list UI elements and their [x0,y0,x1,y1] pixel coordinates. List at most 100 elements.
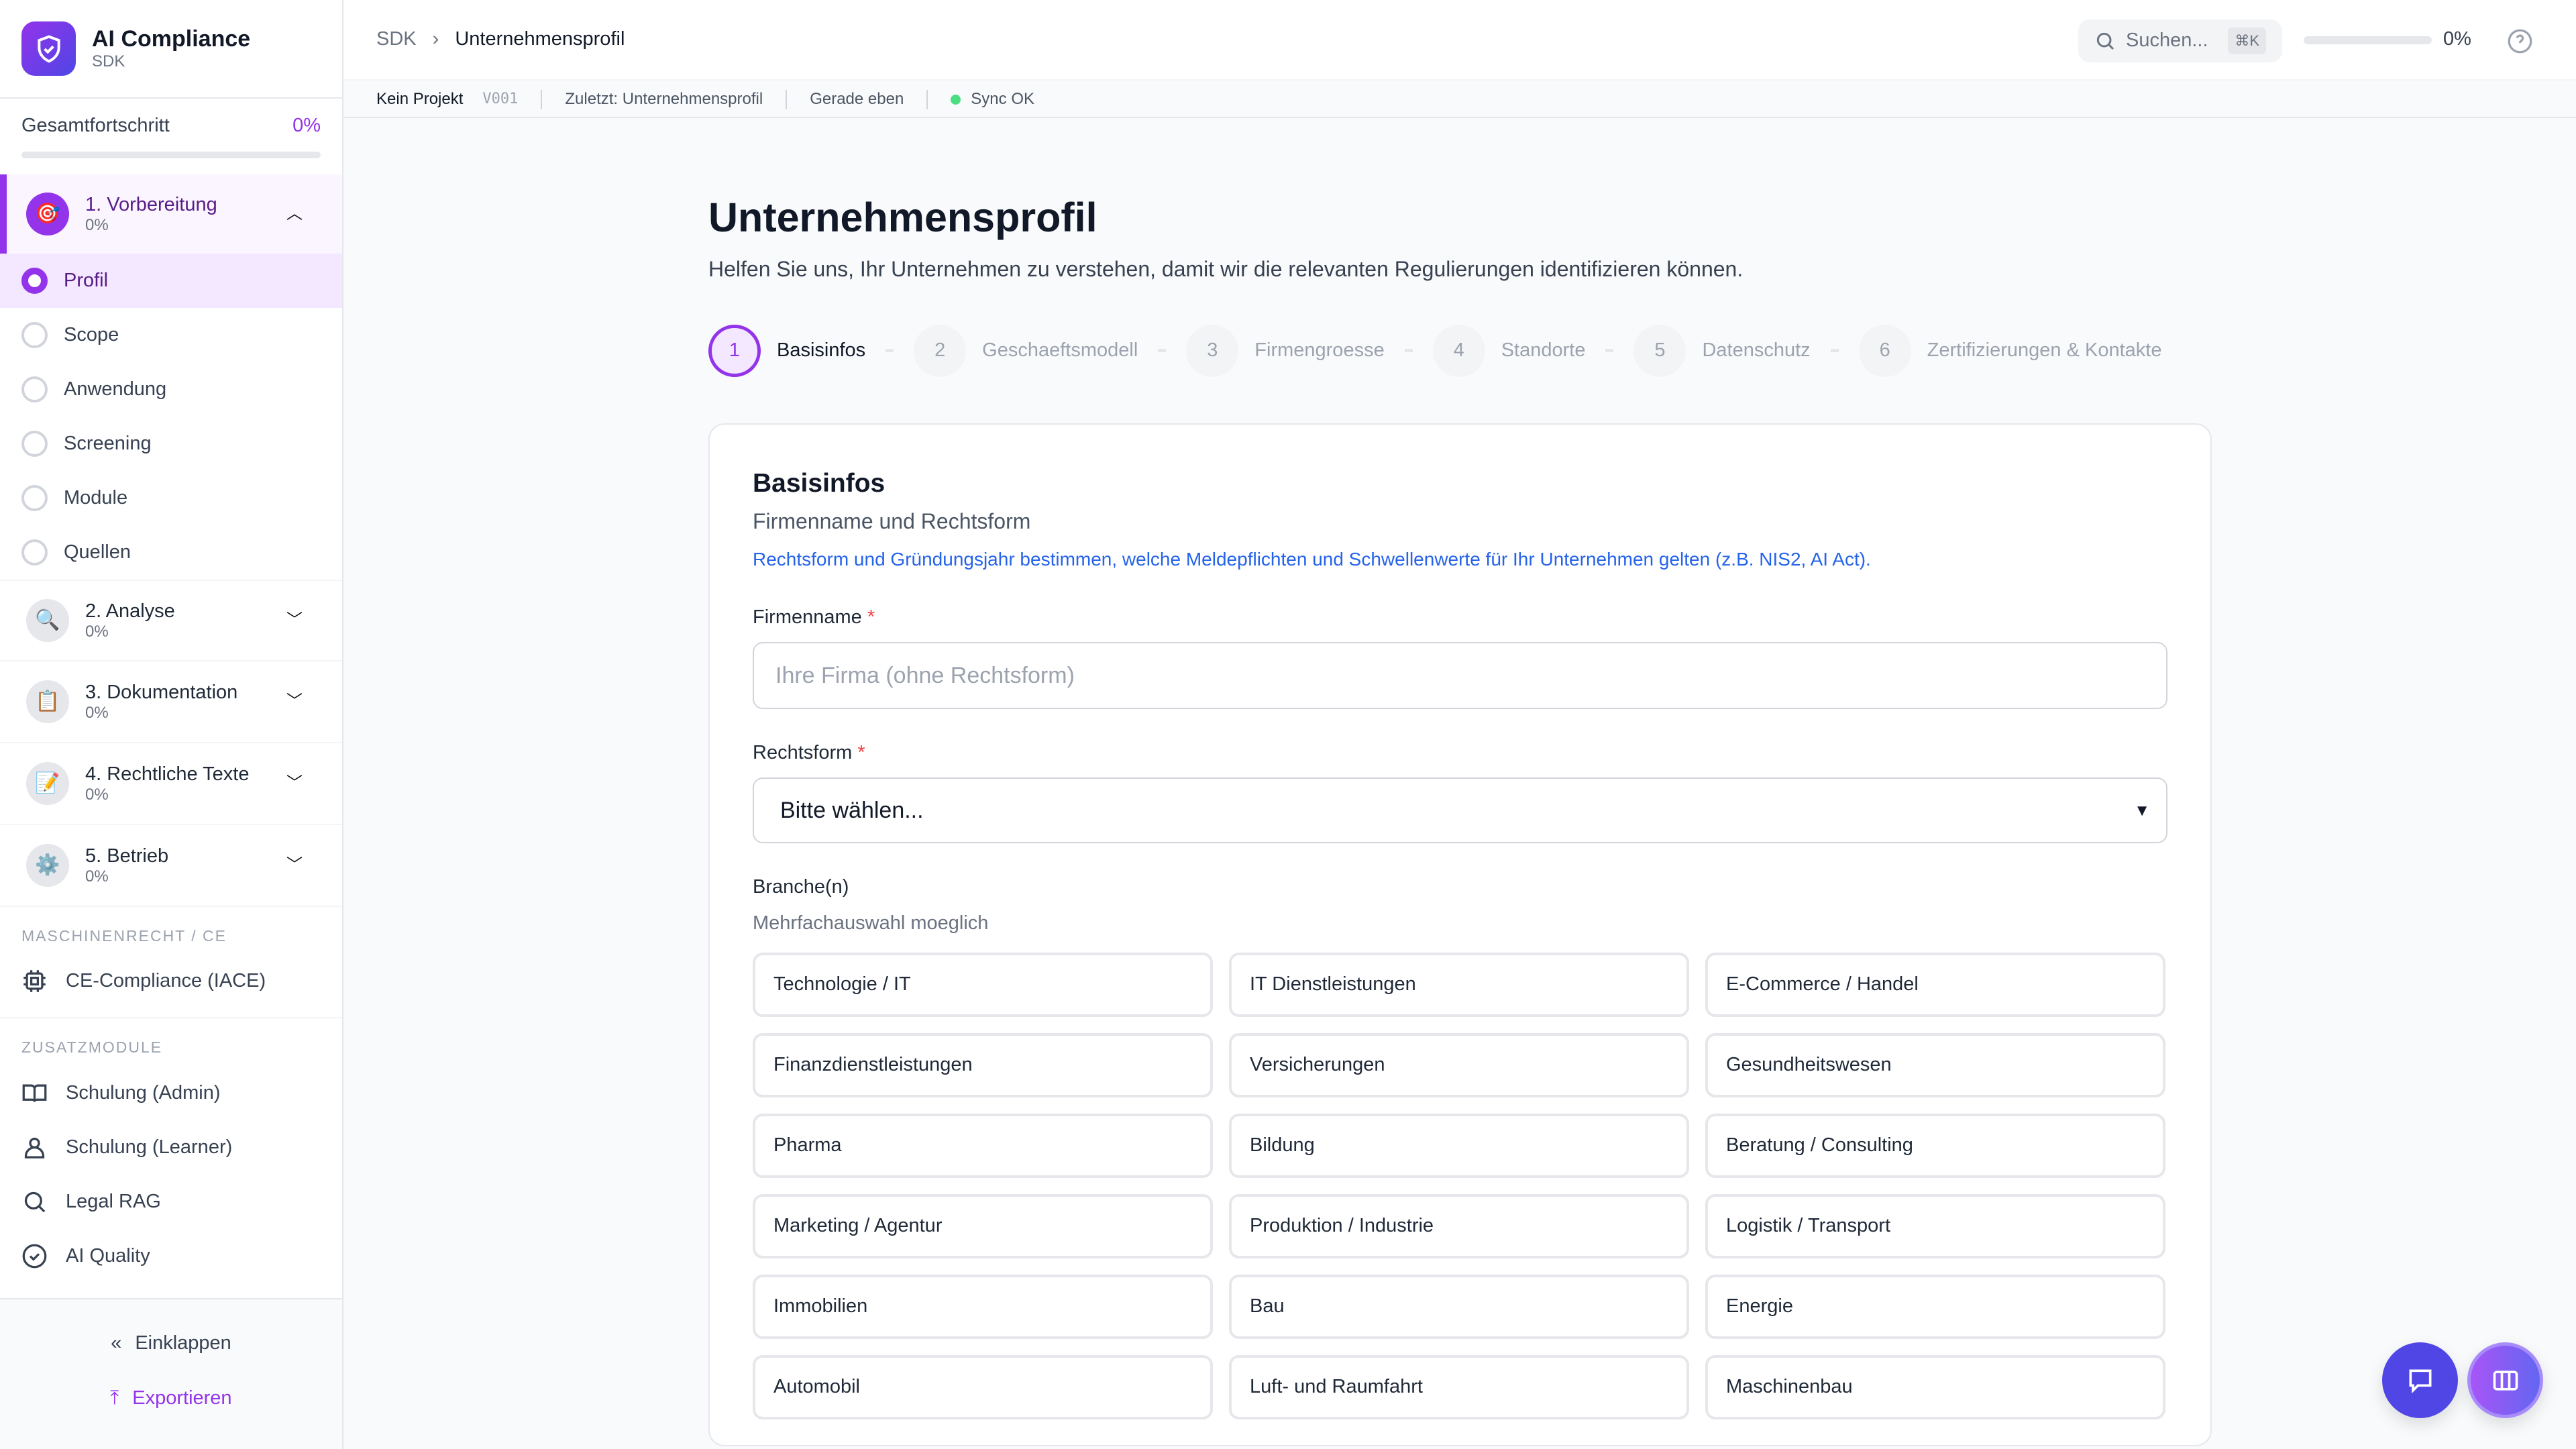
branch-option[interactable]: Beratung / Consulting [1705,1114,2165,1179]
branch-option[interactable]: E-Commerce / Handel [1705,953,2165,1018]
legal-form-label: Rechtsform [753,742,853,764]
phase-pct: 0% [85,703,109,722]
phase-item[interactable]: 🔍 2. Analyse 0% ﹀ [0,580,342,661]
phase-pct: 0% [85,622,109,641]
branch-label: Marketing / Agentur [773,1215,943,1237]
sidebar-item-legal-rag[interactable]: Legal RAG [0,1175,342,1229]
phase-item[interactable]: ⚙️ 5. Betrieb 0% ﹀ [0,825,342,907]
phase-item[interactable]: 📋 3. Dokumentation 0% ﹀ [0,661,342,743]
step-5[interactable]: 5 Datenschutz [1633,324,1811,377]
branch-option[interactable]: Technologie / IT [753,953,1213,1018]
main-content: Unternehmensprofil Helfen Sie uns, Ihr U… [708,194,2212,1447]
step-2[interactable]: 2 Geschaeftsmodell [914,324,1138,377]
company-name-input[interactable]: Ihre Firma (ohne Rechtsform) [753,642,2167,710]
branch-label: Finanzdienstleistungen [773,1054,973,1076]
substep-anwendung[interactable]: Anwendung [0,362,342,417]
substep-scope[interactable]: Scope [0,308,342,362]
branch-label: Versicherungen [1250,1054,1385,1076]
company-name-label: Firmenname [753,606,862,628]
sidebar-item-ce-compliance[interactable]: CE-Compliance (IACE) [0,954,342,1019]
branch-label: Gesundheitswesen [1726,1054,1892,1076]
sidebar-item-ai-quality[interactable]: AI Quality [0,1229,342,1283]
branch-option[interactable]: Pharma [753,1114,1213,1179]
sidebar-item-label: CE-Compliance (IACE) [66,969,266,991]
chevron-down-icon[interactable]: ﹀ [286,856,303,875]
branch-option[interactable]: Versicherungen [1229,1033,1689,1098]
phase-item[interactable]: 📝 4. Rechtliche Texte 0% ﹀ [0,743,342,825]
radio-icon [21,376,48,402]
step-3[interactable]: 3 Firmengroesse [1186,324,1385,377]
branch-option[interactable]: IT Dienstleistungen [1229,953,1689,1018]
sidebar: AI Compliance SDK Gesamtfortschritt 0% 🎯 1… [0,0,343,1449]
collapse-label: Einklappen [135,1332,231,1354]
branch-option[interactable]: Produktion / Industrie [1229,1194,1689,1259]
help-icon[interactable] [2507,28,2533,54]
step-6[interactable]: 6 Zertifizierungen & Kontakte [1858,324,2162,377]
version: V001 [482,91,519,108]
substep-module[interactable]: Module [0,471,342,525]
substep-label: Anwendung [64,378,167,400]
chevron-down-icon[interactable]: ﹀ [286,611,303,630]
search-button[interactable]: Suchen... ⌘K [2078,19,2282,62]
branch-option[interactable]: Immobilien [753,1275,1213,1340]
phase-vorbereitung[interactable]: 🎯 1. Vorbereitung 0% ︿ [0,174,342,254]
branch-option[interactable]: Gesundheitswesen [1705,1033,2165,1098]
sync-status: Sync OK [971,90,1034,109]
phase-title: 3. Dokumentation [85,681,238,703]
substep-screening[interactable]: Screening [0,417,342,471]
branch-option[interactable]: Energie [1705,1275,2165,1340]
step-label: Datenschutz [1702,339,1811,362]
step-label: Zertifizierungen & Kontakte [1927,339,2162,362]
branch-option[interactable]: Finanzdienstleistungen [753,1033,1213,1098]
substep-profil[interactable]: Profil [0,254,342,308]
sidebar-item-label: Schulung (Admin) [66,1081,221,1104]
sidebar-item-schulung-admin-[interactable]: Schulung (Admin) [0,1066,342,1120]
branch-option[interactable]: Luft- und Raumfahrt [1229,1355,1689,1420]
step-number: 4 [1432,324,1485,377]
branch-option[interactable]: Bildung [1229,1114,1689,1179]
sync-dot-icon [951,94,961,105]
branch-option[interactable]: Maschinenbau [1705,1355,2165,1420]
chevron-down-icon[interactable]: ﹀ [286,774,303,793]
radio-icon [21,431,48,457]
branch-label: Produktion / Industrie [1250,1215,1434,1237]
substep-label: Screening [64,432,152,454]
substep-quellen[interactable]: Quellen [0,525,342,580]
branch-label: Branche(n) [753,876,849,898]
substep-label: Scope [64,323,119,345]
breadcrumb-root[interactable]: SDK [376,28,417,50]
branch-option[interactable]: Automobil [753,1355,1213,1420]
legal-form-select[interactable]: Bitte wählen... ▼ [753,777,2167,844]
step-4[interactable]: 4 Standorte [1432,324,1585,377]
branch-label: Immobilien [773,1295,868,1318]
phase-title: 5. Betrieb [85,845,169,867]
progress-value: 0% [292,115,321,136]
branch-option[interactable]: Logistik / Transport [1705,1194,2165,1259]
required-mark: * [867,606,875,628]
chat-button[interactable] [2382,1342,2458,1418]
branch-label: IT Dienstleistungen [1250,973,1416,996]
form-card: Basisinfos Firmenname und Rechtsform Rec… [708,423,2212,1447]
step-separator [1605,349,1614,353]
step-number: 1 [708,324,761,377]
substep-label: Module [64,486,128,508]
branch-label: Logistik / Transport [1726,1215,1890,1237]
branch-option[interactable]: Marketing / Agentur [753,1194,1213,1259]
step-number: 2 [914,324,967,377]
step-label: Basisinfos [777,339,866,362]
branch-option[interactable]: Bau [1229,1275,1689,1340]
export-button[interactable]: ⤒ Exportieren [0,1387,342,1409]
status-bar: Kein Projekt V001 Zuletzt: Unternehmenspr… [343,82,2576,118]
columns-button[interactable] [2467,1342,2543,1418]
gear-icon: ⚙️ [26,844,69,887]
step-1[interactable]: 1 Basisinfos [708,324,866,377]
collapse-button[interactable]: « Einklappen [0,1332,342,1354]
sidebar-item-schulung-learner-[interactable]: Schulung (Learner) [0,1120,342,1175]
step-separator [1404,349,1413,353]
breadcrumb-current: Unternehmensprofil [455,28,625,50]
step-separator [885,349,894,353]
radio-icon [21,485,48,511]
chevron-down-icon[interactable]: ﹀ [286,692,303,711]
chevron-up-icon[interactable]: ︿ [286,205,303,223]
chip-icon [23,970,46,992]
